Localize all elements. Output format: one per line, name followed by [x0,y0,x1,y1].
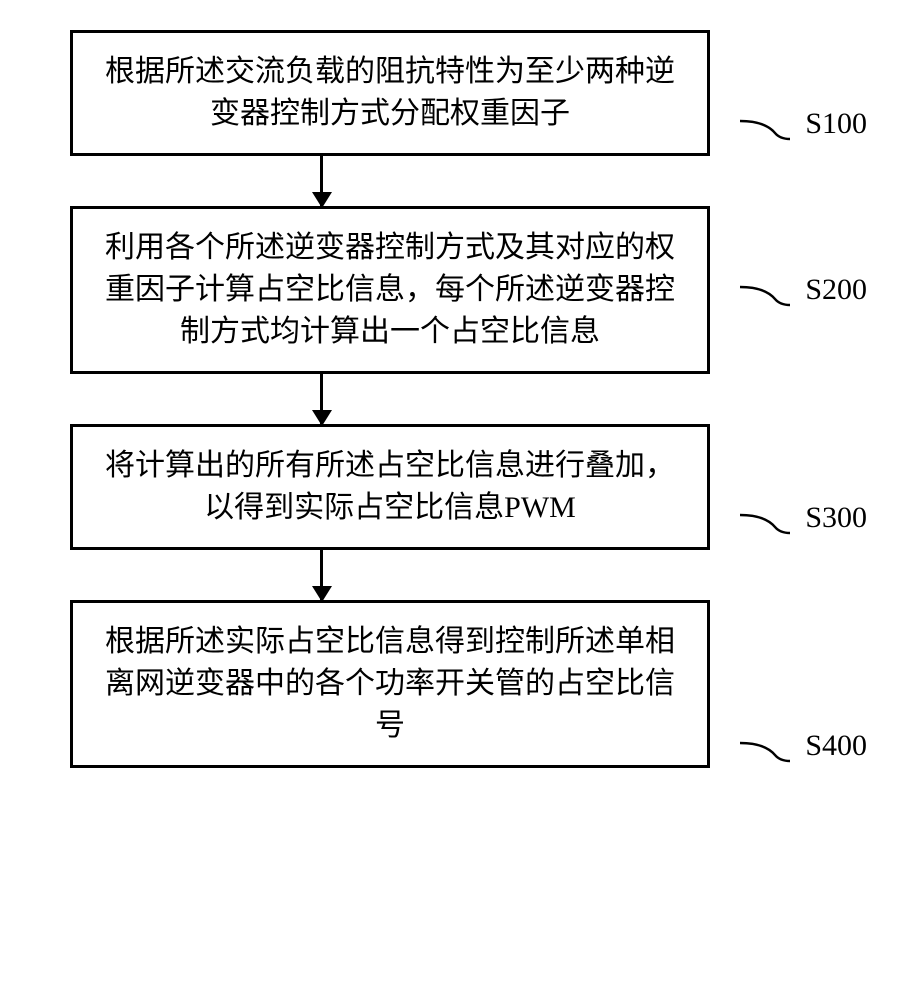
step-s400-container: 根据所述实际占空比信息得到控制所述单相离网逆变器中的各个功率开关管的占空比信号 … [70,600,837,768]
flowchart-container: 根据所述交流负载的阻抗特性为至少两种逆变器控制方式分配权重因子 S100 利用各… [0,0,907,768]
step-s200-container: 利用各个所述逆变器控制方式及其对应的权重因子计算占空比信息，每个所述逆变器控制方… [70,206,837,374]
arrow-2 [320,374,323,424]
arrow-1 [320,156,323,206]
step-s100-container: 根据所述交流负载的阻抗特性为至少两种逆变器控制方式分配权重因子 S100 [70,30,837,156]
step-s300-box: 将计算出的所有所述占空比信息进行叠加，以得到实际占空比信息PWM [70,424,710,550]
connector-icon [740,111,795,141]
connector-icon [740,277,795,307]
step-s300-label: S300 [805,501,867,535]
step-s100-text: 根据所述交流负载的阻抗特性为至少两种逆变器控制方式分配权重因子 [103,51,677,135]
step-s100-box: 根据所述交流负载的阻抗特性为至少两种逆变器控制方式分配权重因子 [70,30,710,156]
step-s300-container: 将计算出的所有所述占空比信息进行叠加，以得到实际占空比信息PWM S300 [70,424,837,550]
step-s100-label: S100 [805,107,867,141]
step-s400-text: 根据所述实际占空比信息得到控制所述单相离网逆变器中的各个功率开关管的占空比信号 [103,621,677,747]
step-s300-text: 将计算出的所有所述占空比信息进行叠加，以得到实际占空比信息PWM [103,445,677,529]
step-s400-label-wrapper: S400 [740,729,867,763]
connector-icon [740,505,795,535]
step-s200-box: 利用各个所述逆变器控制方式及其对应的权重因子计算占空比信息，每个所述逆变器控制方… [70,206,710,374]
arrow-3 [320,550,323,600]
step-s200-label: S200 [805,273,867,307]
step-s400-box: 根据所述实际占空比信息得到控制所述单相离网逆变器中的各个功率开关管的占空比信号 [70,600,710,768]
connector-icon [740,733,795,763]
step-s100-label-wrapper: S100 [740,107,867,141]
step-s400-label: S400 [805,729,867,763]
step-s200-label-wrapper: S200 [740,273,867,307]
step-s300-label-wrapper: S300 [740,501,867,535]
step-s200-text: 利用各个所述逆变器控制方式及其对应的权重因子计算占空比信息，每个所述逆变器控制方… [103,227,677,353]
